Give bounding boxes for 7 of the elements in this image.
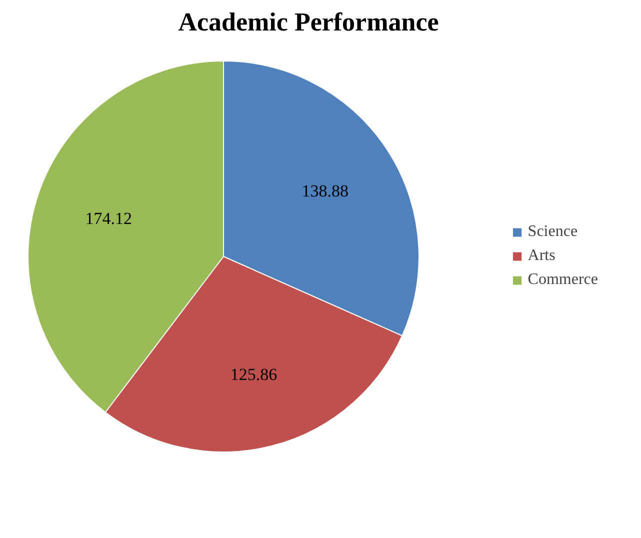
legend-label: Science <box>528 223 578 241</box>
data-label: 138.88 <box>302 181 348 200</box>
legend-label: Commerce <box>528 271 598 289</box>
data-label: 174.12 <box>85 208 132 228</box>
legend-label: Arts <box>528 247 556 265</box>
data-label: 125.86 <box>230 364 278 384</box>
chart-title: Academic Performance <box>178 8 439 36</box>
